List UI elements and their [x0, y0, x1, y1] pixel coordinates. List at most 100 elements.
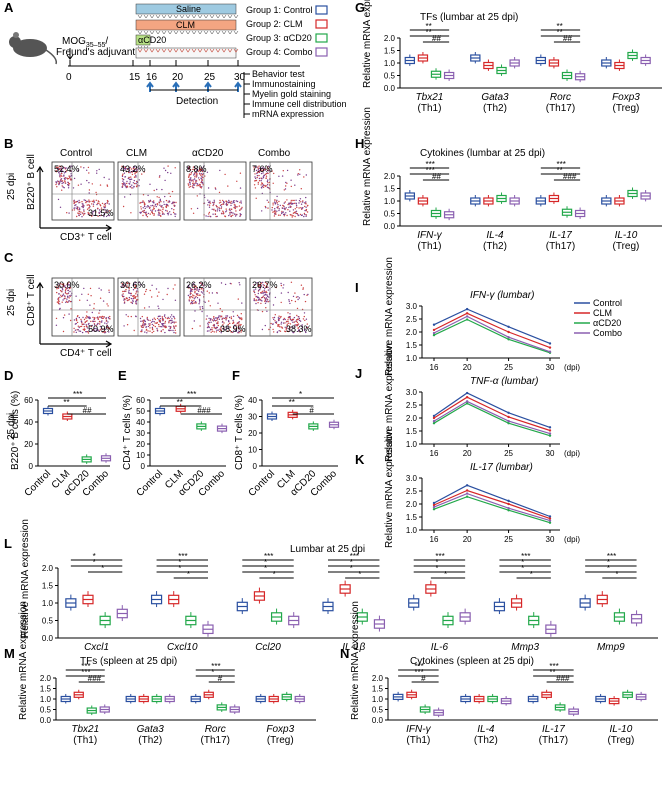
chart-I-point — [548, 350, 552, 353]
flow-dot — [299, 213, 302, 216]
treatment-bar-label-0: Saline — [176, 4, 201, 14]
flow-dot — [201, 180, 203, 183]
flow-dot — [199, 169, 201, 172]
flow-dot — [188, 174, 190, 177]
chart-J-point — [507, 415, 510, 419]
flow-dot — [191, 302, 194, 305]
flow-dot — [256, 282, 258, 284]
flow-dot — [282, 204, 284, 207]
chart-N-ytick-label: 2.0 — [372, 674, 384, 683]
flow-dot — [102, 331, 104, 333]
flow-dot — [297, 298, 299, 301]
flow-dot — [278, 330, 280, 332]
flow-dot — [278, 315, 280, 317]
flow-dot — [275, 286, 277, 289]
group-swatch-1 — [315, 5, 328, 15]
timeline-day-20: 20 — [172, 72, 184, 83]
flow-dot — [66, 293, 68, 295]
flow-dot — [167, 287, 169, 290]
flow-dot — [166, 203, 168, 206]
flow-dot — [139, 167, 141, 169]
chart-D-ylabel: B220⁺ B cells (%) — [10, 391, 21, 470]
flow-dot — [61, 185, 63, 187]
chart-I-line-Control — [433, 308, 551, 344]
chart-N-sub-2: (Th17) — [539, 735, 568, 746]
flow-dot — [236, 322, 239, 324]
flow-pct-ul-B-0: 52.4% — [54, 164, 80, 174]
chart-H-gene-2: IL-17 — [549, 230, 572, 241]
flow-dot — [267, 299, 269, 301]
injection-mark — [233, 48, 239, 53]
flow-dot — [199, 306, 201, 308]
chart-I-xtick-label: 16 — [430, 363, 439, 372]
chart-J-point — [548, 432, 552, 435]
flow-dot — [289, 210, 291, 212]
flow-dot — [197, 184, 199, 187]
flow-dot — [100, 316, 102, 318]
chart-K-xtick-label: 30 — [546, 535, 555, 544]
flow-dot — [139, 211, 141, 214]
flow-dot — [83, 167, 85, 169]
flow-dot — [170, 172, 172, 174]
chart-M-ytick-label: 1.5 — [40, 685, 52, 694]
flow-dot — [72, 187, 75, 189]
flow-dot — [268, 328, 270, 331]
flow-dot — [229, 213, 231, 215]
flow-dot — [295, 296, 298, 298]
chart-N-sig-label: *** — [549, 662, 558, 671]
flow-dot — [202, 289, 204, 291]
flow-dot — [60, 283, 62, 285]
flow-dot — [233, 213, 236, 215]
flow-dot — [157, 214, 159, 216]
flow-dot — [281, 210, 283, 213]
flow-dot — [122, 173, 124, 175]
flow-dot — [151, 210, 154, 212]
flow-dot — [93, 307, 95, 310]
flow-dot — [170, 329, 172, 332]
flow-dot — [83, 209, 85, 211]
flow-dot — [104, 203, 107, 205]
flow-plot-B-1 — [117, 161, 181, 221]
flow-dot — [193, 178, 196, 180]
flow-dot — [173, 331, 175, 334]
injection-mark — [173, 30, 179, 35]
flow-dot — [235, 330, 238, 332]
flow-dot — [60, 294, 62, 296]
flow-dot — [138, 281, 140, 283]
assay-label-0: Behavior test — [252, 69, 305, 79]
flow-dot — [67, 184, 69, 186]
flow-dot — [140, 208, 142, 210]
chart-E-ytick-label: 10 — [136, 451, 145, 460]
chart-F-ytick-label: 40 — [248, 396, 257, 405]
flow-dot — [173, 326, 175, 328]
flow-dot — [198, 301, 201, 303]
flow-dot — [262, 290, 264, 292]
flow-dot — [147, 205, 149, 207]
flow-dot — [261, 185, 263, 188]
flow-dot — [211, 208, 213, 210]
flow-dot — [100, 207, 103, 209]
flow-dot — [253, 184, 256, 186]
flow-dot — [76, 200, 79, 203]
flow-dot — [194, 171, 196, 173]
flow-dot — [287, 320, 289, 323]
flow-dot — [164, 325, 166, 327]
flow-dot — [266, 199, 268, 201]
group-label-4: Group 4: Combo — [246, 47, 313, 57]
group-swatch-3 — [315, 33, 328, 43]
flow-dot — [93, 303, 95, 305]
flow-dot — [94, 317, 96, 319]
flow-dot — [282, 322, 285, 324]
flow-dot — [68, 212, 70, 214]
flow-dot — [195, 285, 197, 287]
flow-dot — [140, 211, 142, 213]
flow-dot — [217, 321, 219, 323]
flow-dot — [202, 292, 204, 294]
chart-H-sub-1: (Th2) — [483, 241, 507, 252]
flow-dot — [163, 326, 165, 328]
flow-dot — [70, 173, 72, 175]
flow-dot — [55, 286, 57, 288]
flow-dot — [266, 301, 268, 303]
flow-dot — [287, 319, 289, 321]
flow-dot — [86, 299, 89, 301]
